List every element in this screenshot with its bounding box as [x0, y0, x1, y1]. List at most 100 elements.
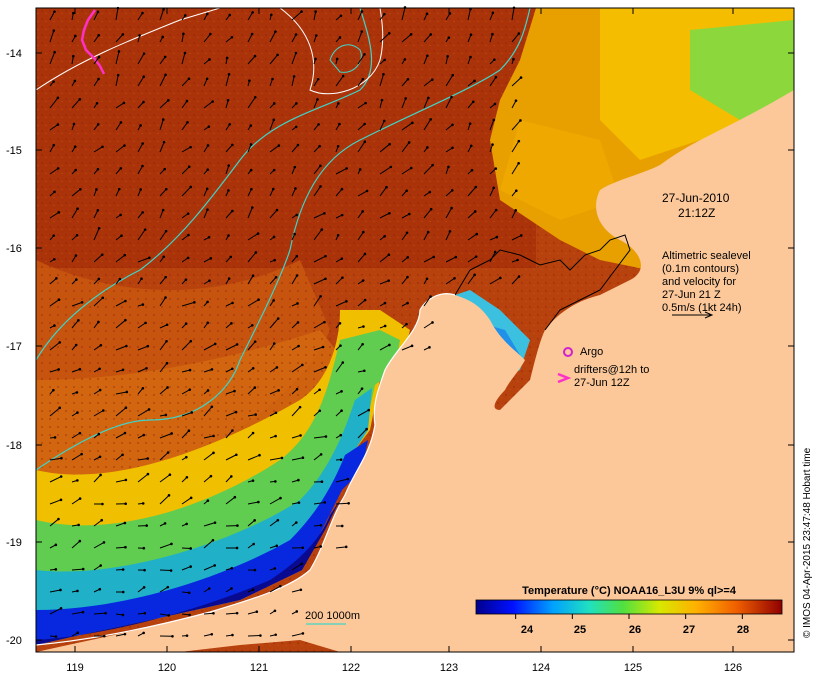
velocity-arrow — [71, 343, 78, 351]
velocity-arrow — [49, 143, 56, 153]
velocity-arrow — [159, 167, 166, 175]
velocity-arrow — [71, 391, 79, 395]
velocity-arrow — [49, 257, 56, 263]
velocity-arrow — [291, 302, 299, 307]
velocity-arrow — [401, 58, 407, 65]
velocity-arrow — [203, 434, 215, 439]
y-tick-label: -19 — [6, 537, 22, 549]
velocity-arrow — [225, 209, 234, 219]
velocity-arrow — [137, 502, 145, 505]
y-tick-label: -16 — [6, 243, 22, 255]
velocity-arrow — [291, 501, 301, 505]
velocity-arrow — [247, 274, 255, 285]
velocity-arrow — [357, 53, 366, 65]
velocity-arrow — [203, 125, 211, 131]
velocity-arrow — [93, 634, 106, 638]
velocity-arrow — [269, 168, 276, 175]
velocity-arrow — [335, 390, 343, 395]
velocity-arrow — [71, 207, 79, 219]
velocity-arrow — [313, 123, 320, 131]
velocity-arrow — [511, 234, 523, 241]
velocity-arrow — [489, 102, 497, 109]
velocity-arrow — [225, 495, 237, 505]
velocity-arrow — [379, 58, 386, 65]
velocity-arrow — [401, 166, 413, 175]
velocity-arrow — [357, 30, 364, 43]
land-mass — [36, 90, 794, 652]
velocity-arrow — [467, 255, 478, 263]
velocity-arrow — [49, 436, 57, 439]
velocity-arrow — [423, 96, 430, 109]
velocity-arrow — [291, 187, 297, 197]
velocity-arrow — [247, 568, 257, 572]
velocity-arrow — [423, 190, 432, 197]
velocity-arrow — [269, 518, 280, 527]
velocity-arrow — [181, 591, 191, 595]
velocity-arrow — [445, 276, 456, 285]
credit-text: © IMOS 04-Apr-2015 23:47:48 Hobart time — [802, 447, 813, 638]
y-tick-label: -17 — [6, 341, 22, 353]
velocity-arrow — [291, 102, 298, 109]
velocity-arrow — [313, 409, 322, 417]
velocity-arrow — [71, 79, 77, 87]
velocity-arrow — [49, 234, 56, 241]
velocity-arrow — [159, 473, 172, 483]
velocity-arrow — [445, 189, 454, 197]
velocity-arrow — [71, 367, 82, 373]
velocity-arrow — [115, 632, 127, 637]
velocity-arrow — [49, 211, 61, 219]
velocity-arrow — [511, 208, 518, 219]
velocity-arrow — [181, 368, 192, 373]
velocity-arrow — [269, 317, 280, 329]
velocity-arrow — [335, 57, 339, 65]
x-tick-label: 121 — [249, 662, 269, 674]
velocity-arrow — [49, 517, 60, 527]
velocity-arrow — [159, 275, 167, 285]
velocity-arrow — [291, 478, 300, 483]
velocity-arrow — [93, 432, 101, 439]
velocity-arrow — [93, 277, 101, 285]
velocity-arrow — [203, 474, 213, 483]
velocity-arrow — [423, 321, 434, 329]
velocity-arrow — [269, 275, 278, 285]
velocity-arrow — [115, 568, 125, 571]
velocity-arrow — [291, 344, 300, 351]
velocity-arrow — [247, 251, 258, 263]
velocity-arrow — [93, 587, 102, 593]
velocity-arrow — [247, 386, 257, 395]
velocity-arrow — [489, 186, 496, 197]
velocity-arrow — [247, 634, 262, 637]
velocity-arrow — [489, 276, 502, 285]
velocity-arrow — [181, 77, 191, 87]
velocity-arrow — [71, 589, 79, 593]
velocity-arrow — [335, 14, 343, 21]
velocity-arrow — [357, 77, 365, 87]
velocity-arrow — [225, 343, 239, 351]
velocity-arrow — [467, 210, 477, 219]
velocity-arrow — [71, 431, 82, 439]
velocity-arrow — [269, 434, 277, 439]
coastline-kimberley — [454, 234, 631, 331]
velocity-arrow — [247, 32, 254, 43]
velocity-arrow — [181, 32, 185, 43]
velocity-arrow — [203, 405, 214, 417]
velocity-arrow — [181, 51, 187, 65]
velocity-arrow — [115, 187, 121, 197]
velocity-arrow — [49, 406, 62, 417]
velocity-arrow — [159, 35, 164, 43]
velocity-arrow — [115, 344, 128, 351]
x-tick-label: 126 — [723, 662, 743, 674]
velocity-arrow — [225, 73, 231, 87]
velocity-arrow — [291, 10, 303, 21]
velocity-arrow — [49, 635, 58, 638]
velocity-arrow — [181, 613, 191, 617]
plot-frame — [35, 7, 795, 653]
velocity-arrow — [203, 368, 214, 373]
velocity-arrow — [291, 321, 300, 329]
velocity-arrow — [335, 545, 348, 549]
velocity-arrow — [489, 11, 495, 21]
velocity-arrow — [357, 10, 364, 21]
colorbar-tick-label: 26 — [628, 624, 642, 636]
velocity-arrow — [269, 235, 276, 241]
